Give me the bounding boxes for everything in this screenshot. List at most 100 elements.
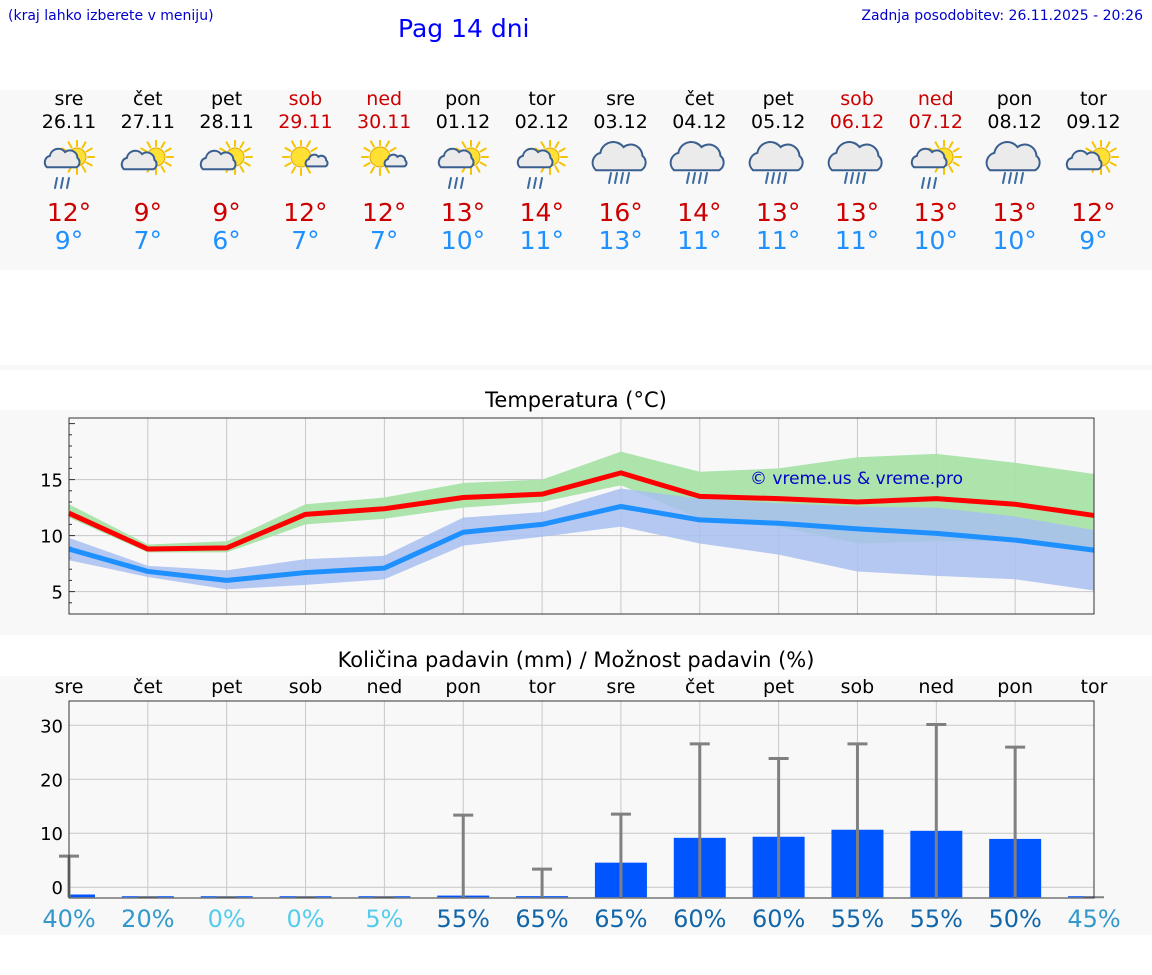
- precip-probability: 5%: [365, 905, 403, 933]
- day-date: 30.11: [356, 111, 412, 133]
- day-name: čet: [684, 88, 715, 110]
- day-label: ned: [918, 676, 954, 698]
- day-date: 04.12: [672, 111, 727, 133]
- min-temp: 11°: [519, 226, 564, 255]
- min-temp-point: [226, 579, 228, 581]
- max-temp-point: [856, 501, 858, 503]
- min-temp: 7°: [291, 226, 320, 255]
- cloud-rain-icon: [748, 141, 804, 184]
- sun-cloud-rain-icon: [516, 140, 568, 189]
- day-label: čet: [685, 676, 715, 698]
- min-temp: 11°: [756, 226, 801, 255]
- precip-probability: 55%: [437, 905, 490, 933]
- day-date: 07.12: [908, 111, 963, 133]
- sun-cloud-icon: [120, 140, 174, 175]
- day-name: tor: [528, 88, 556, 110]
- max-temp: 9°: [212, 198, 241, 227]
- day-label: sre: [606, 676, 635, 698]
- max-temp: 12°: [46, 198, 92, 227]
- max-temp: 12°: [1071, 198, 1116, 227]
- min-temp: 10°: [913, 226, 958, 255]
- max-temp-point: [147, 548, 149, 550]
- day-name: pet: [210, 88, 243, 110]
- cloud-rain-icon: [670, 141, 725, 184]
- plot-frame: [68, 417, 1095, 615]
- y-tick-label: 20: [40, 770, 63, 791]
- precip-probability: 60%: [752, 905, 805, 933]
- day-date: 06.12: [829, 111, 885, 133]
- day-label: sob: [289, 676, 323, 698]
- day-name: sre: [54, 88, 84, 110]
- temperature-title: Temperatura (°C): [485, 388, 667, 412]
- precip-title: Količina padavin (mm) / Možnost padavin …: [337, 648, 815, 672]
- plot-frame: [68, 700, 1095, 899]
- min-temp-point: [462, 531, 464, 533]
- precip-probability: 55%: [910, 905, 963, 933]
- min-temp-point: [1014, 539, 1016, 541]
- min-temp-point: [935, 532, 937, 534]
- max-temp-point: [305, 513, 307, 515]
- min-temp-point: [620, 505, 622, 507]
- day-label: pet: [763, 676, 794, 698]
- min-temp: 9°: [1079, 226, 1108, 255]
- divider-band: [0, 365, 1152, 370]
- min-temp-line: [68, 503, 1095, 583]
- day-date: 01.12: [435, 111, 491, 133]
- min-temp-point: [699, 519, 701, 521]
- max-temp-point: [383, 508, 385, 510]
- sun-cloud-icon: [1066, 140, 1120, 175]
- precip-bar: [69, 894, 95, 898]
- precip-bar: [1068, 896, 1094, 898]
- precip-probability: 0%: [208, 905, 246, 933]
- day-date: 05.12: [750, 111, 806, 133]
- max-temp-line: [67, 470, 1095, 552]
- y-tick-label: 15: [40, 471, 63, 492]
- forecast-band: [0, 90, 1152, 270]
- precip-probability: 20%: [121, 905, 174, 933]
- day-label: pon: [997, 676, 1033, 698]
- day-name: pon: [996, 88, 1033, 110]
- day-label: tor: [1081, 676, 1108, 698]
- min-temp-point: [305, 572, 307, 574]
- day-name: tor: [1079, 88, 1107, 110]
- day-date: 09.12: [1066, 111, 1121, 133]
- day-label: sob: [841, 676, 875, 698]
- max-temp: 12°: [362, 198, 407, 227]
- min-temp-point: [383, 567, 385, 569]
- day-label: pon: [445, 676, 481, 698]
- precip-probability: 0%: [286, 905, 324, 933]
- max-temp-point: [1014, 503, 1016, 505]
- max-temp: 13°: [992, 198, 1037, 227]
- min-temp: 7°: [369, 226, 399, 255]
- min-temp-point: [856, 528, 858, 530]
- max-temp: 12°: [283, 198, 328, 227]
- sun-cloud-rain-icon: [910, 140, 962, 189]
- max-temp-point: [620, 472, 622, 474]
- precip-probability: 60%: [673, 905, 726, 933]
- day-label: pet: [211, 676, 242, 698]
- day-name: sob: [840, 88, 874, 110]
- max-temp: 14°: [677, 198, 722, 227]
- day-name: pon: [445, 88, 481, 110]
- day-name: pet: [762, 88, 794, 110]
- max-temp-point: [226, 547, 228, 549]
- day-date: 02.12: [514, 111, 569, 133]
- day-date: 03.12: [593, 111, 648, 133]
- min-temp: 7°: [133, 226, 162, 255]
- max-temp: 9°: [133, 198, 162, 227]
- min-temp-point: [778, 522, 780, 524]
- sun-cloud-icon: [199, 140, 253, 175]
- precip-probability: 65%: [515, 905, 568, 933]
- precip-probability: 40%: [42, 905, 95, 933]
- day-date: 28.11: [199, 111, 254, 133]
- max-temp-point: [699, 495, 701, 497]
- day-date: 26.11: [41, 111, 97, 133]
- page-title: Pag 14 dni: [398, 14, 530, 43]
- max-temp: 13°: [913, 198, 958, 227]
- sun-small-cloud-icon: [282, 140, 329, 176]
- max-temp-point: [778, 498, 780, 500]
- day-date: 27.11: [120, 111, 175, 133]
- day-date: 08.12: [987, 111, 1042, 133]
- max-temp-point: [935, 498, 937, 500]
- day-name: ned: [917, 88, 954, 110]
